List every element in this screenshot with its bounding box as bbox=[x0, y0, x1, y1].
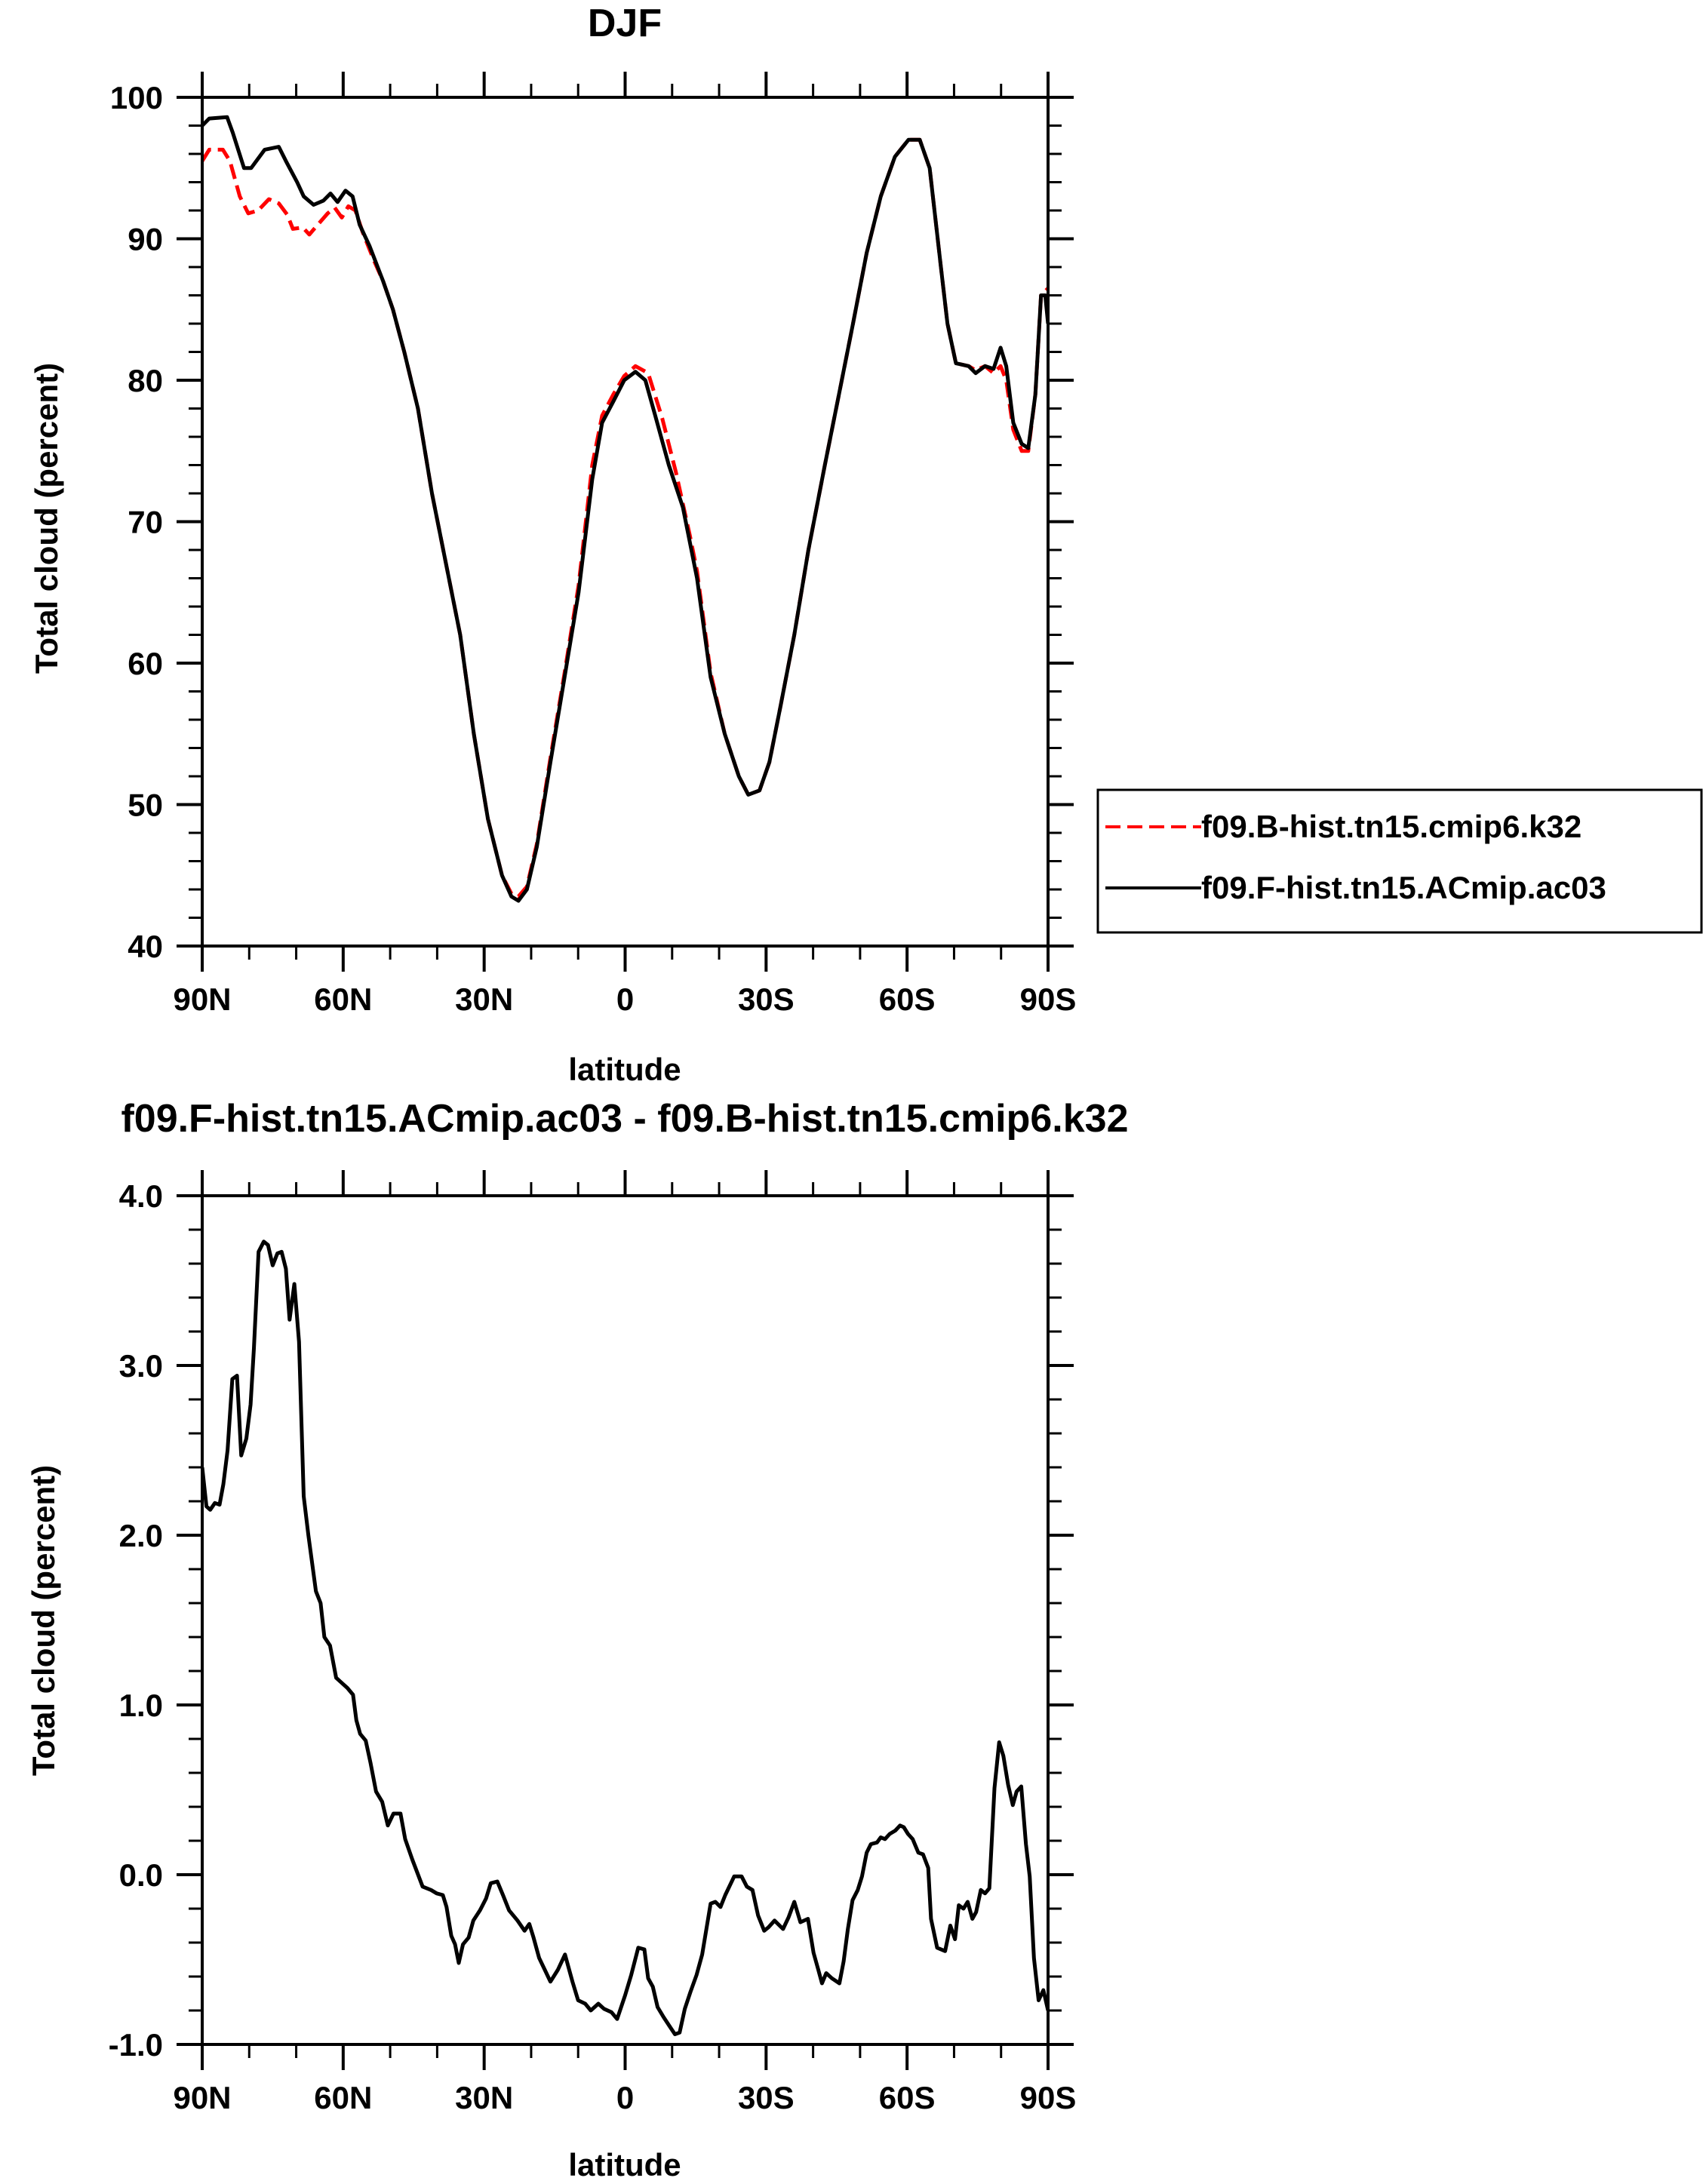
top-x-tick-label: 60N bbox=[314, 981, 372, 1017]
bottom-y-tick-label: 4.0 bbox=[119, 1178, 163, 1214]
legend-box bbox=[1096, 788, 1703, 934]
legend-label-b-hist: f09.B-hist.tn15.cmip6.k32 bbox=[1201, 809, 1582, 844]
bottom-x-axis-label: latitude bbox=[568, 2147, 681, 2182]
bottom-x-tick-label: 90S bbox=[1020, 2080, 1077, 2115]
bottom-x-tick-label: 0 bbox=[616, 2080, 634, 2115]
top-series-line-f09-f-hist-tn15-acmip-ac03 bbox=[202, 115, 1048, 903]
top-y-tick-label: 50 bbox=[128, 788, 163, 823]
bottom-y-axis-label: Total cloud (percent) bbox=[26, 1465, 61, 1776]
bottom-panel-difference: f09.F-hist.tn15.ACmip.ac03 - f09.B-hist.… bbox=[26, 1097, 1129, 2182]
bottom-y-tick-label: 0.0 bbox=[119, 1857, 163, 1893]
top-series-line-f09-b-hist-tn15-cmip6-k32 bbox=[202, 137, 1048, 898]
bottom-plot-frame bbox=[201, 1194, 1050, 2046]
top-x-tick-label: 30N bbox=[455, 981, 513, 1017]
top-x-axis-label: latitude bbox=[568, 1052, 681, 1087]
bottom-y-tick-label: 2.0 bbox=[119, 1518, 163, 1553]
bottom-x-tick-label: 60N bbox=[314, 2080, 372, 2115]
bottom-y-tick-label: 3.0 bbox=[119, 1348, 163, 1384]
legend: f09.B-hist.tn15.cmip6.k32 f09.F-hist.tn1… bbox=[1096, 788, 1703, 934]
bottom-series-line-difference bbox=[202, 1239, 1048, 2036]
bottom-y-tick-label: -1.0 bbox=[109, 2027, 163, 2063]
bottom-x-tick-label: 30S bbox=[738, 2080, 795, 2115]
bottom-y-tick-label: 1.0 bbox=[119, 1688, 163, 1723]
top-chart-title: DJF bbox=[588, 2, 662, 45]
top-x-tick-label: 90S bbox=[1020, 981, 1077, 1017]
top-x-tick-label: 0 bbox=[616, 981, 634, 1017]
top-y-axis-label: Total cloud (percent) bbox=[29, 363, 64, 674]
top-y-tick-label: 90 bbox=[128, 222, 163, 257]
legend-label-f-hist: f09.F-hist.tn15.ACmip.ac03 bbox=[1201, 870, 1606, 905]
top-y-tick-label: 70 bbox=[128, 505, 163, 540]
bottom-x-tick-label: 60S bbox=[879, 2080, 936, 2115]
top-y-tick-label: 40 bbox=[128, 929, 163, 964]
top-plot-frame bbox=[201, 96, 1050, 948]
bottom-x-tick-label: 90N bbox=[173, 2080, 231, 2115]
bottom-x-tick-label: 30N bbox=[455, 2080, 513, 2115]
top-x-tick-label: 30S bbox=[738, 981, 795, 1017]
top-y-tick-label: 60 bbox=[128, 646, 163, 681]
top-y-tick-label: 80 bbox=[128, 363, 163, 398]
top-x-tick-label: 60S bbox=[879, 981, 936, 1017]
top-x-tick-label: 90N bbox=[173, 981, 231, 1017]
bottom-chart-title: f09.F-hist.tn15.ACmip.ac03 - f09.B-hist.… bbox=[121, 1097, 1128, 1141]
top-y-tick-label: 100 bbox=[110, 80, 163, 115]
top-panel-djf: DJF Total cloud (percent) latitude f09.B… bbox=[29, 2, 1703, 1087]
